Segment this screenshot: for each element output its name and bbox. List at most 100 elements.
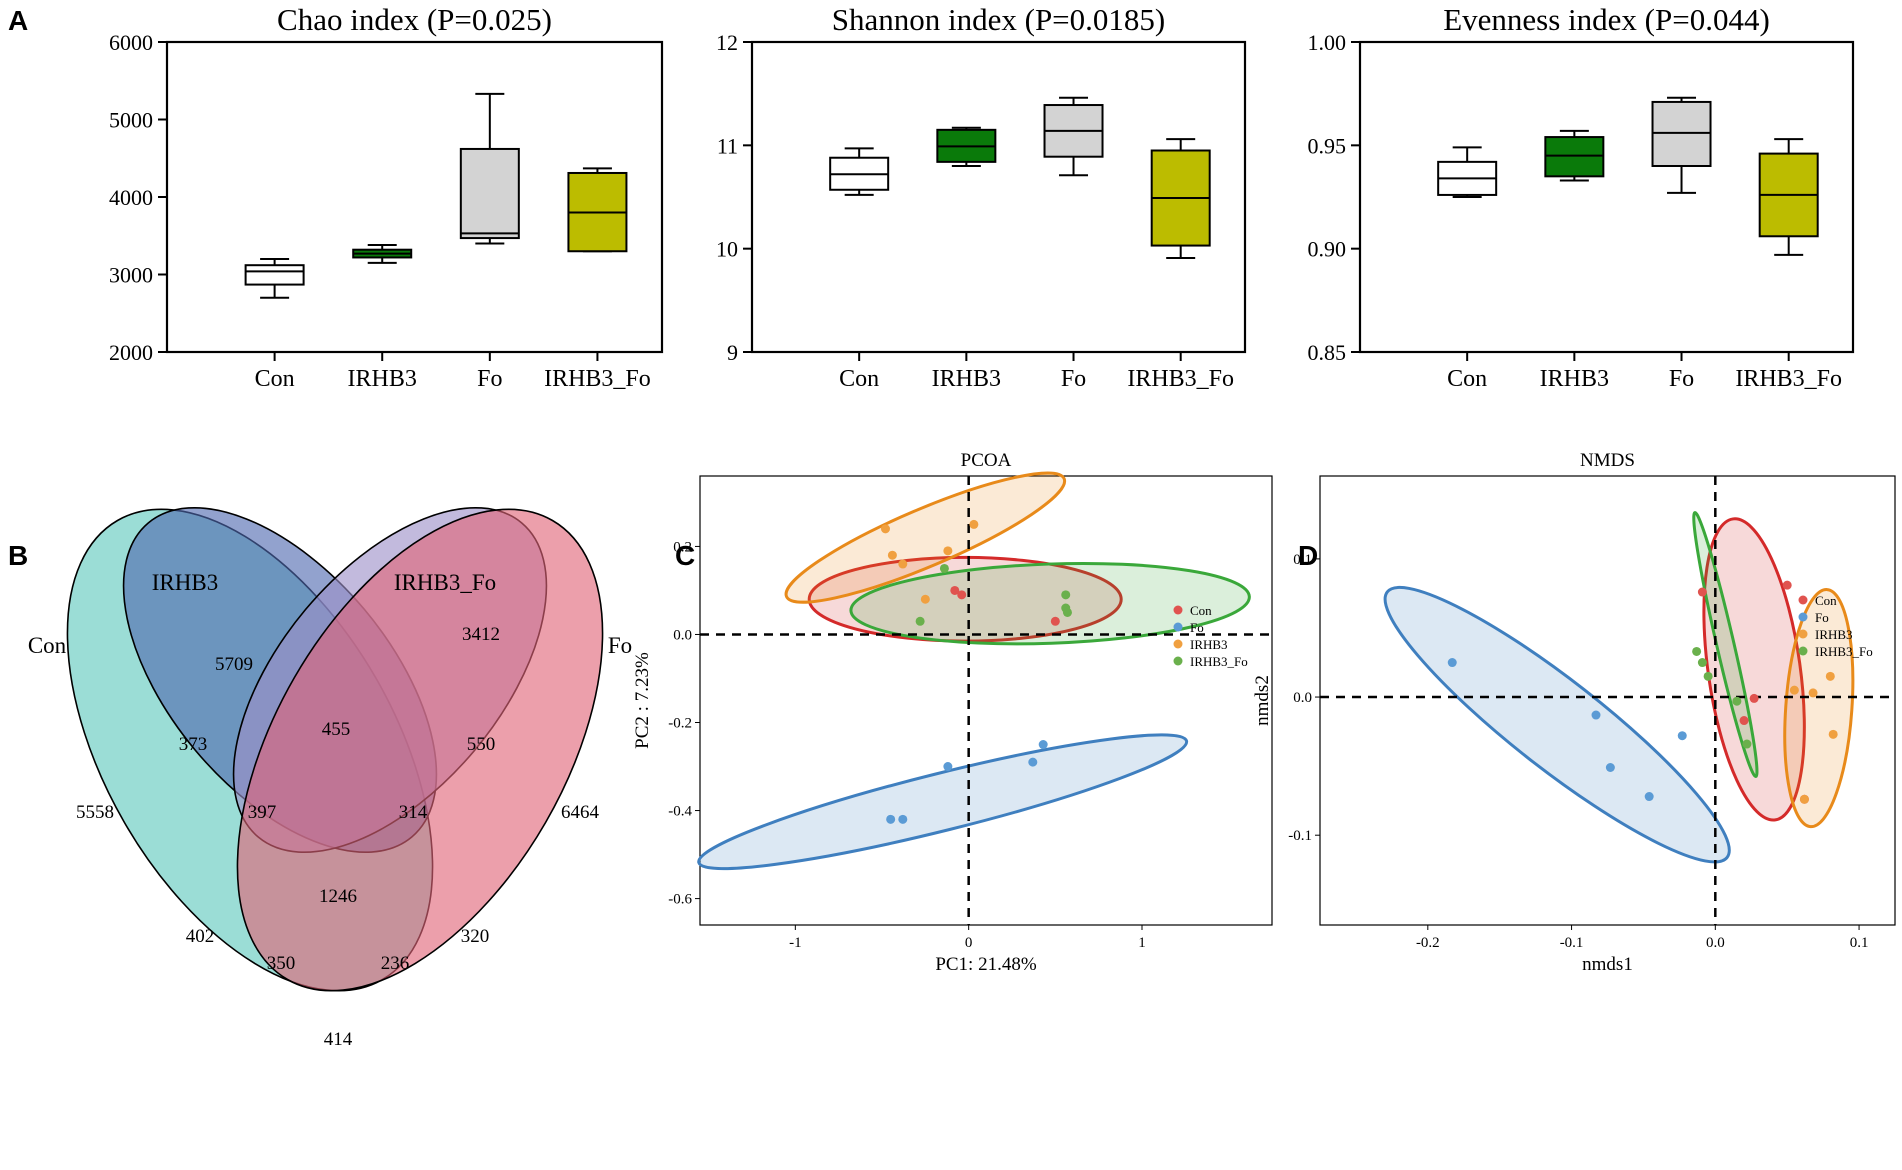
venn-diagram: Con IRHB3 IRHB3_Fo Fo 5558 5709 3412 6464 373 455… xyxy=(28,506,632,1050)
y-tick-label: 0.0 xyxy=(673,627,692,643)
point-fo xyxy=(1038,740,1048,750)
point-fo xyxy=(1028,757,1038,767)
y-tick-label: 9 xyxy=(727,340,738,365)
y-tick-label: 0.2 xyxy=(673,539,692,555)
venn-region-count: 5558 xyxy=(76,802,114,823)
legend-label: Con xyxy=(1815,593,1837,608)
y-tick-label: 0.85 xyxy=(1308,340,1347,365)
legend-label: IRHB3 xyxy=(1190,637,1228,652)
y-tick-label: -0.6 xyxy=(668,892,692,908)
chao-boxplot: Chao index (P=0.025) 2000 3000 4000 5000 6000… xyxy=(109,2,664,392)
point-irhb3 xyxy=(1799,794,1809,804)
point-con xyxy=(1697,587,1707,597)
point-irhb3 xyxy=(898,559,908,569)
x-tick-label: IRHB3_Fo xyxy=(1127,366,1234,392)
y-axis-label: PC2 : 7.23% xyxy=(632,652,653,749)
x-tick-label: -1 xyxy=(789,935,802,951)
point-irhb3_fo xyxy=(939,563,949,573)
point-irhb3_fo xyxy=(1703,671,1713,681)
y-tick-label: 0.1 xyxy=(1293,552,1312,568)
point-fo xyxy=(1677,731,1687,741)
point-fo xyxy=(898,814,908,824)
point-irhb3_fo xyxy=(1692,646,1702,656)
legend-label: Fo xyxy=(1815,610,1829,625)
point-fo xyxy=(886,814,896,824)
point-con xyxy=(1050,616,1060,626)
plot-frame xyxy=(699,475,1273,926)
nmds-plot: NMDS -0.2 -0.1 0.0 0.1 -0.1 0.0 0.1 nmds1 nmds2 Co… xyxy=(1252,450,1896,975)
point-irhb3 xyxy=(1808,688,1818,698)
venn-region-count: 5709 xyxy=(215,654,253,675)
ellipse-irhb3_fo xyxy=(1692,511,1759,778)
x-tick-label: Con xyxy=(1447,366,1487,392)
x-axis-label: PC1: 21.48% xyxy=(935,954,1037,975)
y-tick-label: 10 xyxy=(716,237,738,262)
point-fo xyxy=(1605,763,1615,773)
point-irhb3_fo xyxy=(915,616,925,626)
venn-region-count: 1246 xyxy=(319,886,357,907)
point-irhb3 xyxy=(880,524,890,534)
point-irhb3 xyxy=(920,594,930,604)
point-irhb3_fo xyxy=(1732,696,1742,706)
point-irhb3 xyxy=(1825,671,1835,681)
y-tick-label: 0.0 xyxy=(1293,690,1312,706)
legend-label: IRHB3_Fo xyxy=(1815,644,1873,659)
venn-region-count: 397 xyxy=(248,802,277,823)
venn-region-count: 6464 xyxy=(561,802,600,823)
legend-marker-irhb3_fo xyxy=(1798,646,1808,656)
venn-region-count: 373 xyxy=(179,734,208,755)
chart-title: Chao index (P=0.025) xyxy=(277,2,552,37)
panel-letter-c: C xyxy=(675,540,695,571)
y-tick-label: 1.00 xyxy=(1308,30,1347,55)
evenness-boxplot: Evenness index (P=0.044) 0.85 0.90 0.95 1.00… xyxy=(1308,2,1855,392)
point-irhb3_fo xyxy=(1062,607,1072,617)
point-con xyxy=(957,590,967,600)
x-tick-label: IRHB3 xyxy=(348,366,417,392)
box-con xyxy=(244,264,305,286)
venn-region-count: 550 xyxy=(467,734,496,755)
point-con xyxy=(1782,580,1792,590)
y-tick-label: 12 xyxy=(716,30,738,55)
x-tick-label: Fo xyxy=(1669,366,1694,392)
point-irhb3 xyxy=(1789,685,1799,695)
point-con xyxy=(1739,716,1749,726)
venn-region-count: 402 xyxy=(186,926,215,947)
panel-letter-a: A xyxy=(8,5,28,36)
legend-marker-irhb3_fo xyxy=(1173,656,1183,666)
point-fo xyxy=(1591,710,1601,720)
plot-title: PCOA xyxy=(961,450,1012,471)
x-tick-label: IRHB3_Fo xyxy=(1735,366,1842,392)
point-irhb3 xyxy=(969,519,979,529)
venn-set-label: Con xyxy=(28,633,67,658)
y-tick-label: 5000 xyxy=(109,108,153,133)
x-tick-label: Con xyxy=(839,366,879,392)
ellipse-irhb3_fo xyxy=(849,561,1251,646)
point-irhb3 xyxy=(943,546,953,556)
pcoa-plot: PCOA -1 0 1 -0.6 -0.4 -0.2 0.0 0.2 PC1: 21.48% PC2… xyxy=(632,450,1273,975)
point-irhb3_fo xyxy=(1742,739,1752,749)
y-axis-label: nmds2 xyxy=(1252,675,1273,726)
y-tick-label: 4000 xyxy=(109,185,153,210)
x-tick-label: 0 xyxy=(965,935,973,951)
legend-marker-con xyxy=(1798,595,1808,605)
y-tick-label: 0.95 xyxy=(1308,133,1347,158)
point-con xyxy=(1749,693,1759,703)
legend-marker-con xyxy=(1173,605,1183,615)
point-fo xyxy=(943,762,953,772)
point-irhb3 xyxy=(887,550,897,560)
venn-set-label: IRHB3_Fo xyxy=(394,570,496,595)
plot-title: NMDS xyxy=(1580,450,1635,471)
plot-frame xyxy=(750,40,1247,354)
x-tick-label: Con xyxy=(255,366,295,392)
box-irhb3 xyxy=(1544,136,1605,178)
venn-region-count: 455 xyxy=(322,719,351,740)
plot-frame xyxy=(1319,475,1896,926)
y-tick-label: -0.1 xyxy=(1288,828,1312,844)
chart-title: Shannon index (P=0.0185) xyxy=(832,2,1166,37)
x-tick-label: -0.2 xyxy=(1416,935,1440,951)
y-tick-label: -0.2 xyxy=(668,716,692,732)
x-tick-label: IRHB3 xyxy=(932,366,1001,392)
point-fo xyxy=(1644,792,1654,802)
box-fo xyxy=(1651,100,1712,167)
